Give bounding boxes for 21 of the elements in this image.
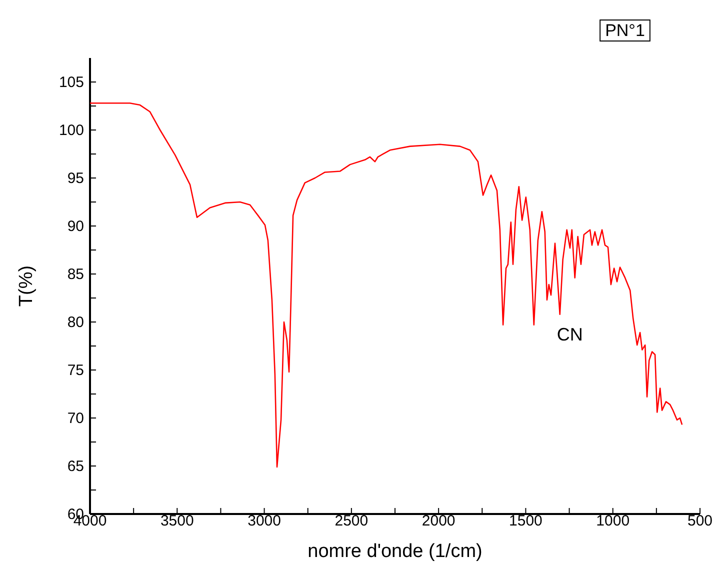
- y-tick-label: 105: [58, 74, 84, 91]
- annotation: CN: [556, 324, 583, 345]
- y-tick-label: 85: [67, 266, 84, 283]
- x-tick-label: 500: [687, 512, 713, 530]
- y-axis-title: T(%): [16, 265, 37, 307]
- y-tick-label: 70: [67, 410, 84, 427]
- y-tick-label: 90: [67, 218, 84, 235]
- y-tick-label: 80: [67, 314, 84, 331]
- line-series: [89, 102, 683, 468]
- x-tick-label: 2000: [422, 512, 456, 530]
- y-tick-label: 95: [67, 170, 84, 187]
- x-tick-label: 2500: [334, 512, 368, 530]
- x-axis-title: nomre d'onde (1/cm): [308, 541, 482, 562]
- x-tick-label: 1000: [596, 512, 630, 530]
- y-tick-label: 65: [67, 458, 84, 475]
- x-tick-label: 1500: [509, 512, 542, 530]
- y-tick-label: 100: [58, 122, 84, 139]
- x-tick-label: 3500: [160, 512, 194, 530]
- x-tick-label: 3000: [248, 512, 281, 530]
- y-tick-label: 75: [67, 362, 84, 379]
- chart-title: PN°1: [605, 21, 645, 40]
